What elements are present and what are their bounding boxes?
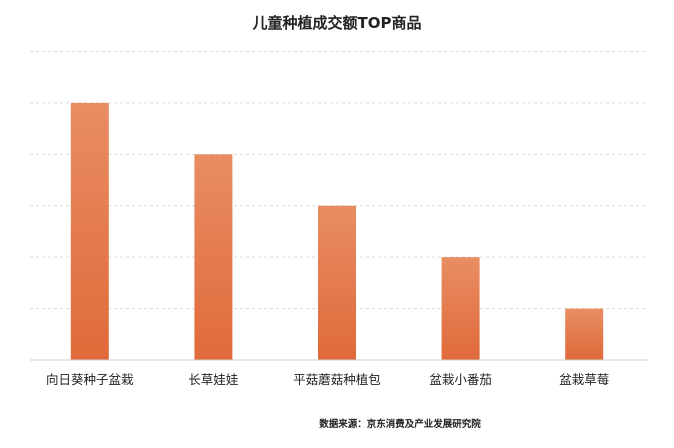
category-label-3: 平菇蘑菇种植包 xyxy=(293,372,381,387)
bar-2 xyxy=(194,154,233,360)
category-label-2: 长草娃娃 xyxy=(188,372,238,387)
bar-4 xyxy=(441,257,480,360)
source-note: 数据来源：京东消费及产业发展研究院 xyxy=(318,418,481,430)
category-label-1: 向日葵种子盆栽 xyxy=(46,372,134,387)
bar-5 xyxy=(565,308,604,360)
bars xyxy=(70,102,604,361)
category-label-5: 盆栽草莓 xyxy=(559,372,609,387)
category-labels: 向日葵种子盆栽 长草娃娃 平菇蘑菇种植包 盆栽小番茄 盆栽草莓 xyxy=(46,372,609,387)
bar-3 xyxy=(318,205,356,360)
bar-1 xyxy=(70,102,109,361)
chart-title: 儿童种植成交额TOP商品 xyxy=(252,14,422,32)
category-label-4: 盆栽小番茄 xyxy=(429,372,492,387)
